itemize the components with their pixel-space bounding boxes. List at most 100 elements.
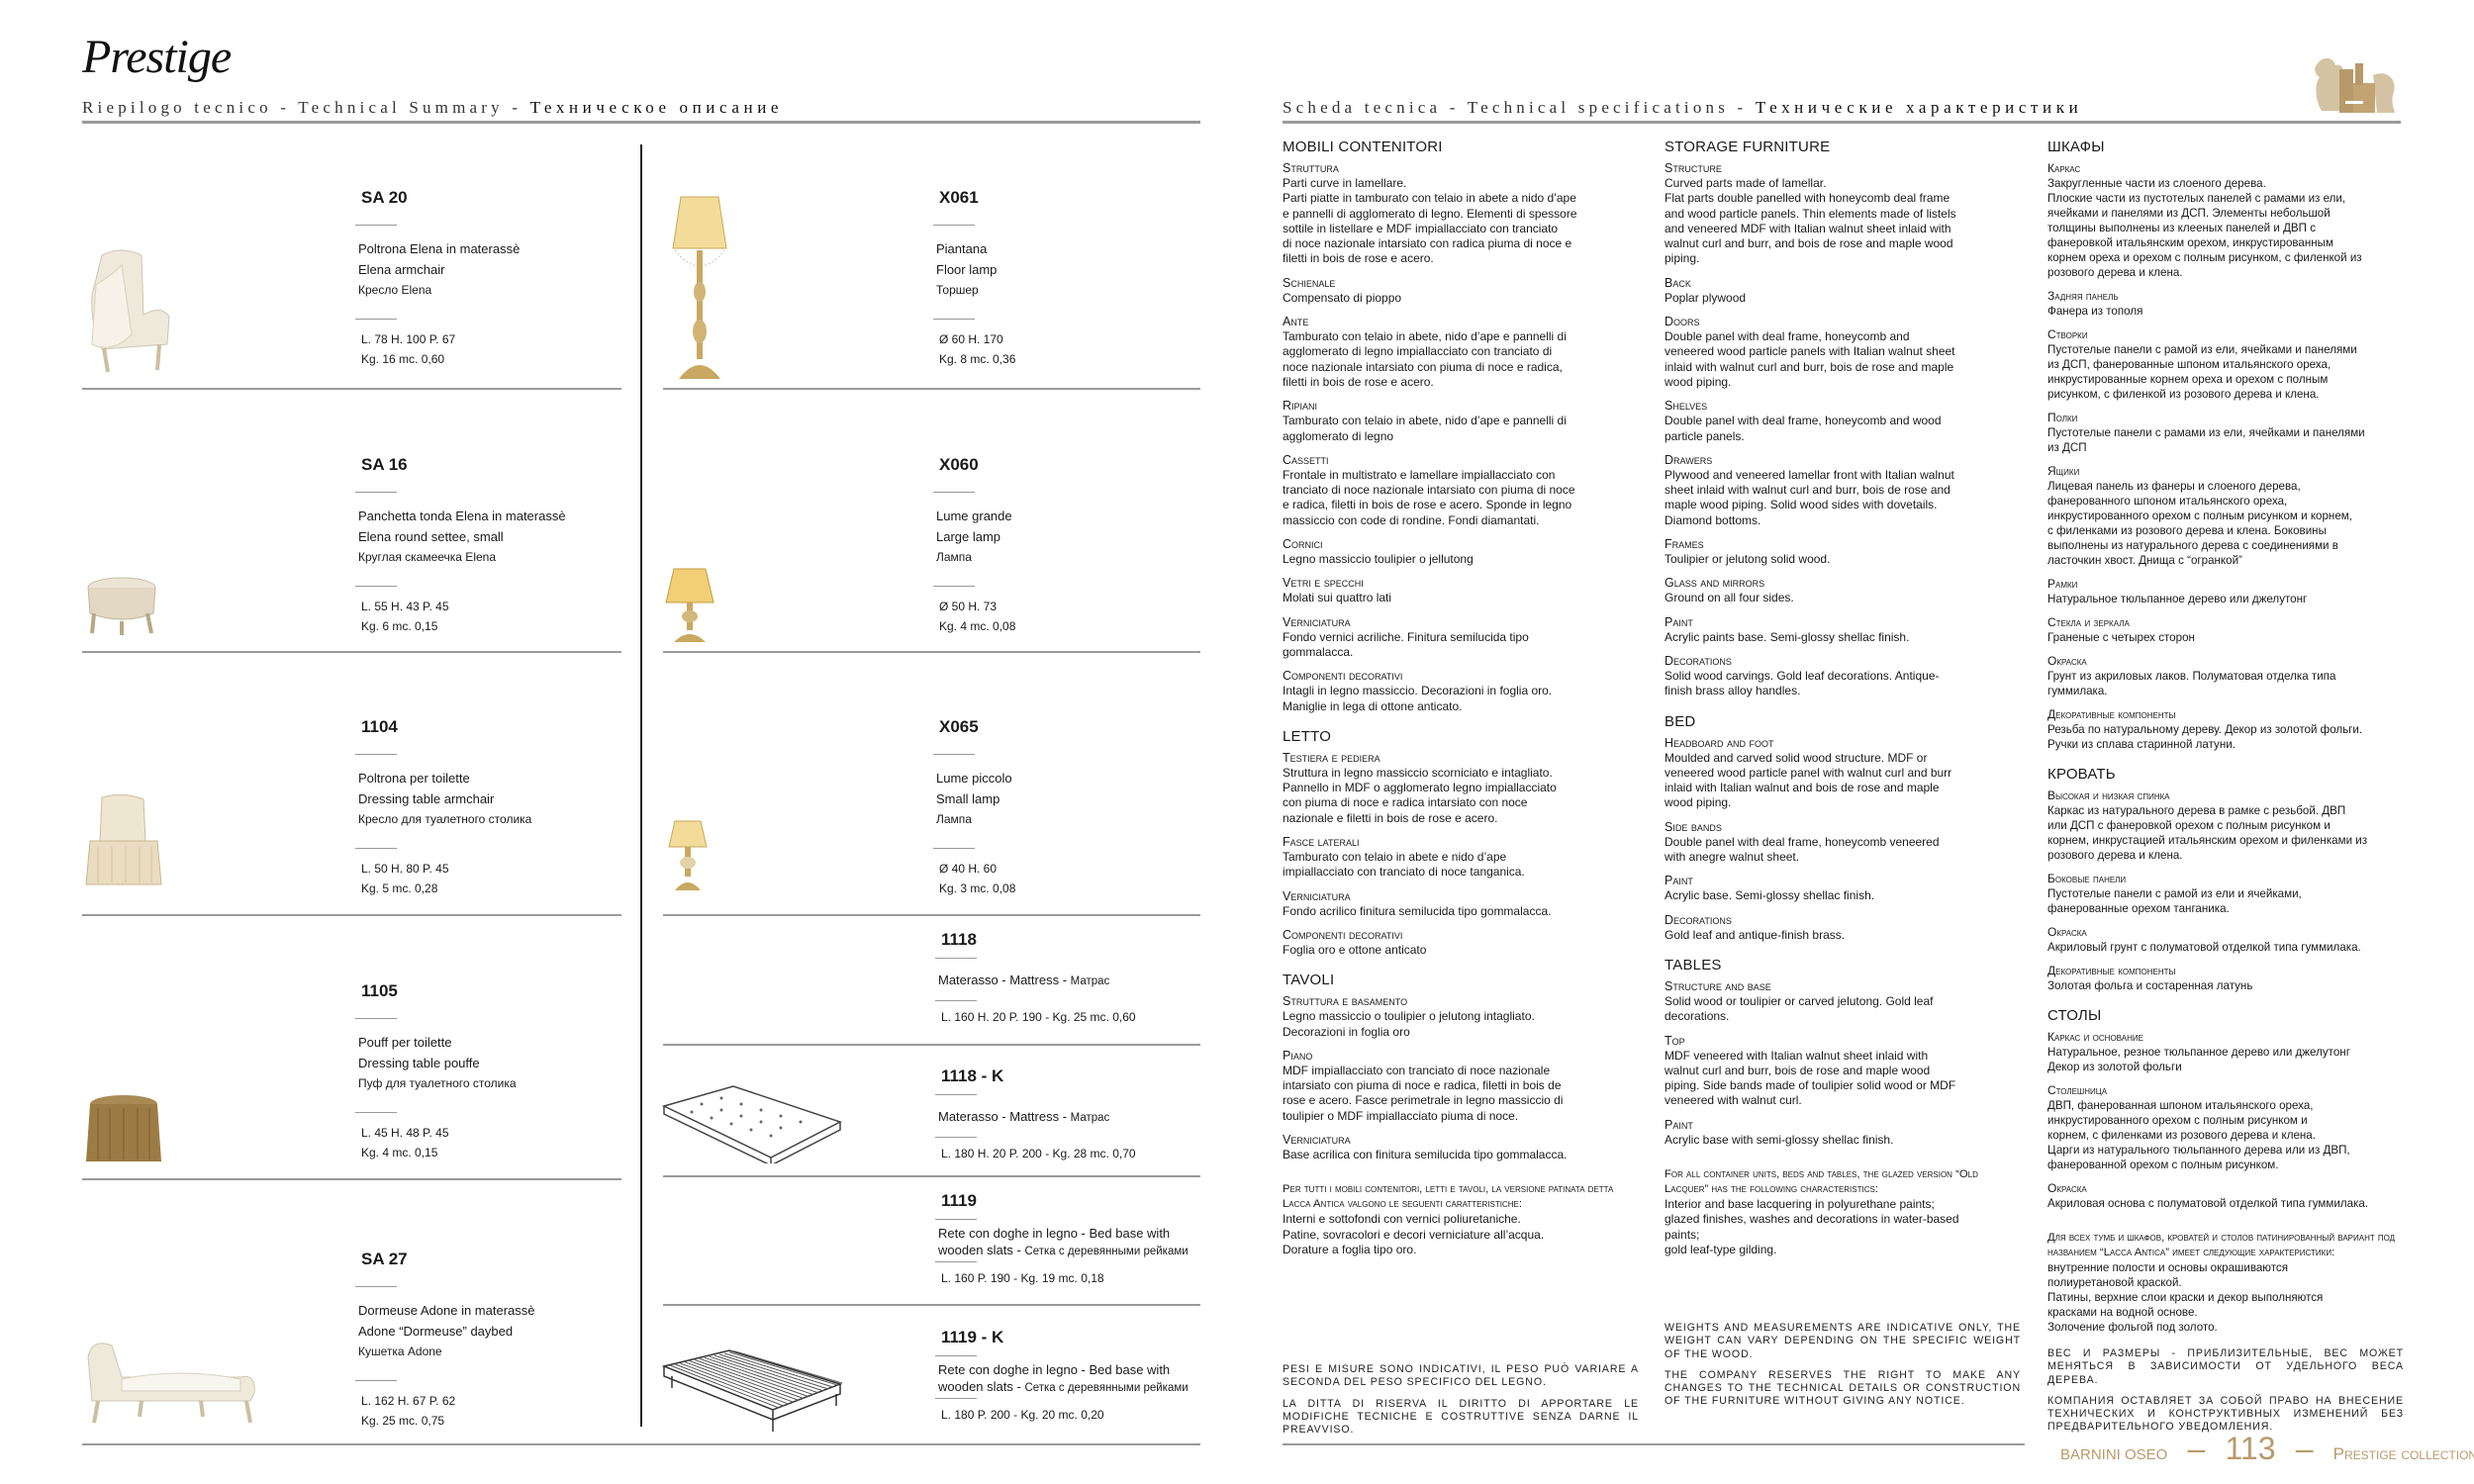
page-number: 113 [2225,1431,2276,1466]
short-rule [935,1355,977,1356]
product-name-en: Elena round settee, small [358,529,504,544]
short-rule [355,1380,397,1381]
spec-text: Натуральное, резное тюльпанное дерево ил… [2047,1046,2350,1073]
product-dimensions: Ø 60 H. 170 [939,332,1003,346]
spec-section-title: TAVOLI [1283,972,1335,989]
product-dimensions: L. 55 H. 43 P. 45 [361,600,449,613]
product-weight-volume: Kg. 25 mc. 0,75 [361,1414,445,1428]
spec-item: Struttura Parti curve in lamellare. Parti… [1283,161,1659,267]
spec-text: Moulded and carved solid wood structure.… [1665,750,1952,810]
product-name-it: Pouff per toilette [358,1035,452,1050]
spec-section-title: MOBILI CONTENITORI [1283,139,1443,155]
bed-base-image [661,1348,844,1438]
spec-item: Doors Double panel with deal frame, honey… [1665,315,2041,390]
product-description-it-en: Materasso - Mattress - [938,973,1071,987]
spec-section-title: TABLES [1665,956,1722,974]
product-name-it: Poltrona per toilette [358,771,470,786]
spec-label: Cassetti [1283,452,1329,467]
spec-text: Fondo acrilico finitura semilucida tipo … [1283,903,1552,918]
spec-label: Piano [1283,1048,1313,1063]
spec-label: Ante [1283,315,1309,329]
disclaimer: Вес и размеры - приблизительные, вес мож… [2047,1347,2404,1442]
product-code: 1105 [361,981,398,1000]
spec-text: Gold leaf and antique-finish brass. [1665,927,1846,942]
spec-item: Vetri e specchi Molati sui quattro lati [1283,576,1659,605]
spec-label: Componenti decorativi [1283,669,1403,684]
spec-section-title: BED [1665,712,1696,730]
spec-label: Struttura [1283,161,1339,175]
spec-text: Solid wood or toulipier or carved jeluto… [1665,993,1934,1024]
product-name-en: Large lamp [936,529,1001,544]
spec-label: Cornici [1283,537,1323,552]
note-text: внутренние полости и основы окрашиваются… [2047,1261,2324,1334]
spec-text: Struttura in legno massiccio scorniciato… [1283,765,1557,825]
right-title-ru: Технические характеристики [1755,98,2083,117]
short-rule [935,1137,977,1138]
product-name-it: Lume grande [936,509,1012,523]
spec-text: Золотая фольга и состаренная латунь [2047,979,2253,992]
spec-label: Glass and mirrors [1665,576,1765,591]
spec-item: Shelves Double panel with deal frame, hon… [1665,399,2041,444]
spec-item: Ящики Лицевая панель из фанеры и слоеного… [2047,464,2424,568]
footer-dash: – [2187,1431,2206,1466]
product-description-ru: Сетка с деревянными рейками [1024,1246,1189,1257]
product-description-ru: Матрас [1070,1112,1110,1124]
product-name-it: Piantana [936,241,988,256]
spec-label: Створки [2047,327,2088,341]
spec-item: Componenti decorativi Foglia oro e ottone… [1283,928,1659,958]
spec-text: Закругленные части из слоеного дерева. П… [2047,177,2362,279]
product-code: 1118 [941,930,977,949]
spec-text: Каркас из натурального дерева в рамке с … [2047,804,2368,862]
spec-label: Стекла и зеркала [2047,615,2130,629]
product-code: X060 [939,455,979,474]
spec-item: Paint Acrylic base with semi-glossy shell… [1665,1118,2041,1148]
spec-section-title: STORAGE FURNITURE [1665,139,1831,155]
right-bottom-rule [1283,1443,2025,1445]
spec-item: Fasce laterali Tamburato con telaio in ab… [1283,835,1659,881]
armchair-image [82,245,181,379]
right-title-text: Scheda tecnica - Technical specification… [1283,98,1756,117]
spec-text: Parti curve in lamellare. Parti piatte i… [1283,176,1577,266]
short-rule [355,319,397,320]
spec-label: Componenti decorativi [1283,927,1403,942]
short-rule [935,1219,977,1220]
note-label: For all container units, beds and tables… [1665,1167,1978,1195]
product-dimensions: L. 78 H. 100 P. 67 [361,332,456,346]
short-rule [355,492,397,493]
spec-text: Ground on all four sides. [1665,591,1794,605]
spec-text: Legno massiccio toulipier o jellutong [1283,552,1474,567]
product-name-it: Dormeuse Adone in materassè [358,1303,535,1318]
spec-label: Verniciatura [1283,1132,1351,1147]
row-separator [663,651,1200,653]
spec-text: MDF impiallacciato con tranciato di noce… [1283,1063,1564,1123]
product-code: 1119 - K [941,1328,1004,1346]
spec-item: Frames Toulipier or jelutong solid wood. [1665,537,2041,567]
short-rule [933,492,975,493]
product-dimensions: Ø 40 H. 60 [939,862,998,876]
product-name-ru: Лампа [936,550,972,564]
spec-label: Ripiani [1283,399,1318,414]
spec-item: Створки Пустотелые панели с рамой из ели,… [2047,327,2424,402]
product-name-ru: Торшер [936,283,979,297]
spec-item: Окраска Акриловый грунт с полуматовой отд… [2047,925,2424,955]
product-weight-volume: Kg. 3 mc. 0,08 [939,881,1016,895]
spec-item: Schienale Compensato di pioppo [1283,276,1659,306]
spec-label: Structure [1665,161,1722,175]
product-code: SA 27 [361,1250,408,1268]
spec-label: Полки [2047,411,2078,424]
spec-item: Декоративные компоненты Золотая фольга и … [2047,964,2424,993]
product-name-en: Small lamp [936,791,1000,806]
left-title-text: Riepilogo tecnico - Technical Summary - [82,98,530,117]
floor-lamp-image [665,193,734,386]
right-header-rule [1283,121,2401,124]
spec-item: Каркас и основание Натуральное, резное тю… [2047,1030,2424,1074]
product-description: Materasso - Mattress - Матрас [938,972,1109,990]
spec-item: Декоративные компоненты Резьба по натурал… [2047,707,2424,752]
large-lamp-image [662,567,717,649]
spec-text: Toulipier or jelutong solid wood. [1665,552,1831,567]
spec-label: Decorations [1665,912,1732,927]
spec-section-title: КРОВАТЬ [2047,766,2116,783]
spec-label: Ящики [2047,464,2080,478]
spec-text: Резьба по натуральному дереву. Декор из … [2047,723,2363,751]
spec-label: Side bands [1665,819,1722,834]
